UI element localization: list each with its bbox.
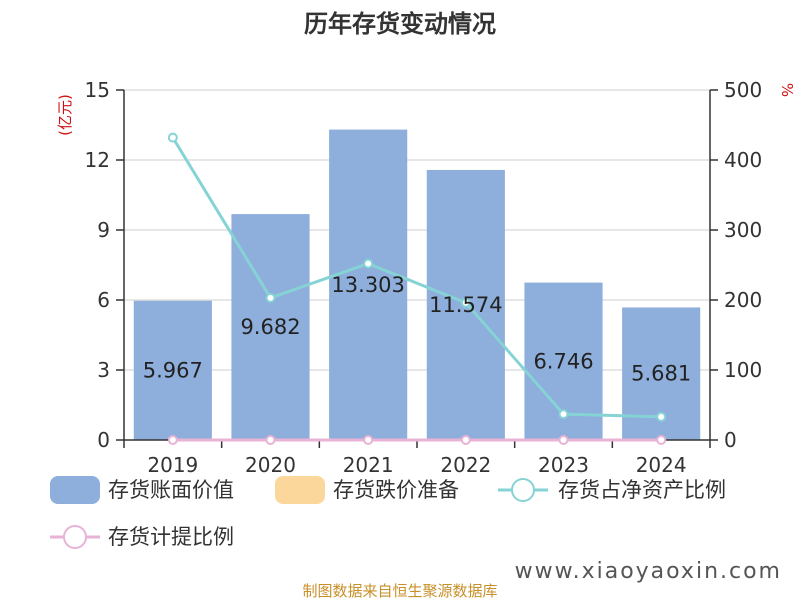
line-point	[656, 411, 667, 422]
left-tick-label: 3	[97, 358, 110, 382]
legend-label-book-value: 存货账面价值	[108, 478, 234, 502]
line-point	[167, 435, 178, 445]
bar-series	[133, 129, 701, 440]
x-tick-label: 2019	[147, 453, 198, 477]
line-point	[363, 258, 374, 269]
legend-item-impairment[interactable]: 存货跌价准备	[275, 476, 459, 504]
legend-item-net-asset-ratio[interactable]: 存货占净资产比例	[498, 478, 726, 502]
line-point	[460, 435, 471, 445]
right-tick-label: 200	[724, 288, 762, 312]
left-tick-label: 6	[97, 288, 110, 312]
right-axis-unit: %	[778, 83, 796, 97]
line-point	[558, 409, 569, 420]
left-tick-label: 12	[85, 148, 110, 172]
left-tick-label: 0	[97, 428, 110, 452]
series-line	[171, 136, 662, 419]
legend-label-provision-ratio: 存货计提比例	[108, 525, 234, 549]
left-axis-ticks: 0 3 6 9 12 15	[85, 78, 124, 452]
bar-value-label: 6.746	[533, 349, 593, 373]
left-tick-label: 9	[97, 218, 110, 242]
bar	[231, 214, 310, 440]
bar-value-label: 13.303	[331, 273, 404, 297]
legend-marker-net-asset-ratio	[511, 478, 535, 502]
right-tick-label: 100	[724, 358, 762, 382]
x-axis-ticks: 2019 2020 2021 2022 2023 2024	[123, 440, 711, 477]
legend-swatch-impairment	[275, 476, 325, 504]
legend-label-net-asset-ratio: 存货占净资产比例	[558, 478, 726, 502]
left-axis-unit: (亿元)	[56, 94, 74, 136]
gridlines	[124, 89, 710, 371]
x-tick-label: 2024	[636, 453, 687, 477]
source-note: 制图数据来自恒生聚源数据库	[302, 582, 497, 600]
legend-item-book-value[interactable]: 存货账面价值	[50, 476, 234, 504]
right-tick-label: 0	[724, 428, 737, 452]
line-point	[558, 435, 569, 445]
line-point	[167, 132, 178, 143]
line-point	[460, 297, 471, 308]
bar-value-label: 5.967	[143, 358, 203, 382]
legend-marker-provision-ratio	[63, 525, 87, 549]
right-axis-ticks: 0 100 200 300 400 500	[710, 78, 762, 452]
bar	[329, 129, 408, 440]
legend-label-impairment: 存货跌价准备	[333, 478, 459, 502]
chart-title: 历年存货变动情况	[304, 10, 496, 38]
bar-labels: 5.967 9.682 13.303 11.574 6.746 5.681	[143, 273, 691, 386]
bar-value-label: 11.574	[429, 293, 502, 317]
line-point	[265, 292, 276, 303]
bar-value-label: 9.682	[240, 315, 300, 339]
x-tick-label: 2021	[343, 453, 394, 477]
bar-value-label: 5.681	[631, 362, 691, 386]
left-tick-label: 15	[85, 78, 110, 102]
x-tick-label: 2022	[440, 453, 491, 477]
right-tick-label: 400	[724, 148, 762, 172]
right-tick-label: 300	[724, 218, 762, 242]
x-tick-label: 2020	[245, 453, 296, 477]
right-tick-label: 500	[724, 78, 762, 102]
line-point	[265, 435, 276, 445]
legend-swatch-book-value	[50, 476, 100, 504]
x-tick-label: 2023	[538, 453, 589, 477]
bar	[133, 300, 212, 440]
line-series	[167, 132, 667, 445]
legend: 存货账面价值 存货跌价准备 存货占净资产比例 存货计提比例	[50, 476, 726, 549]
line-point	[656, 435, 667, 445]
line-point	[363, 435, 374, 445]
legend-item-provision-ratio[interactable]: 存货计提比例	[50, 525, 234, 549]
watermark: www.xiaoyaoxin.com	[515, 559, 782, 584]
